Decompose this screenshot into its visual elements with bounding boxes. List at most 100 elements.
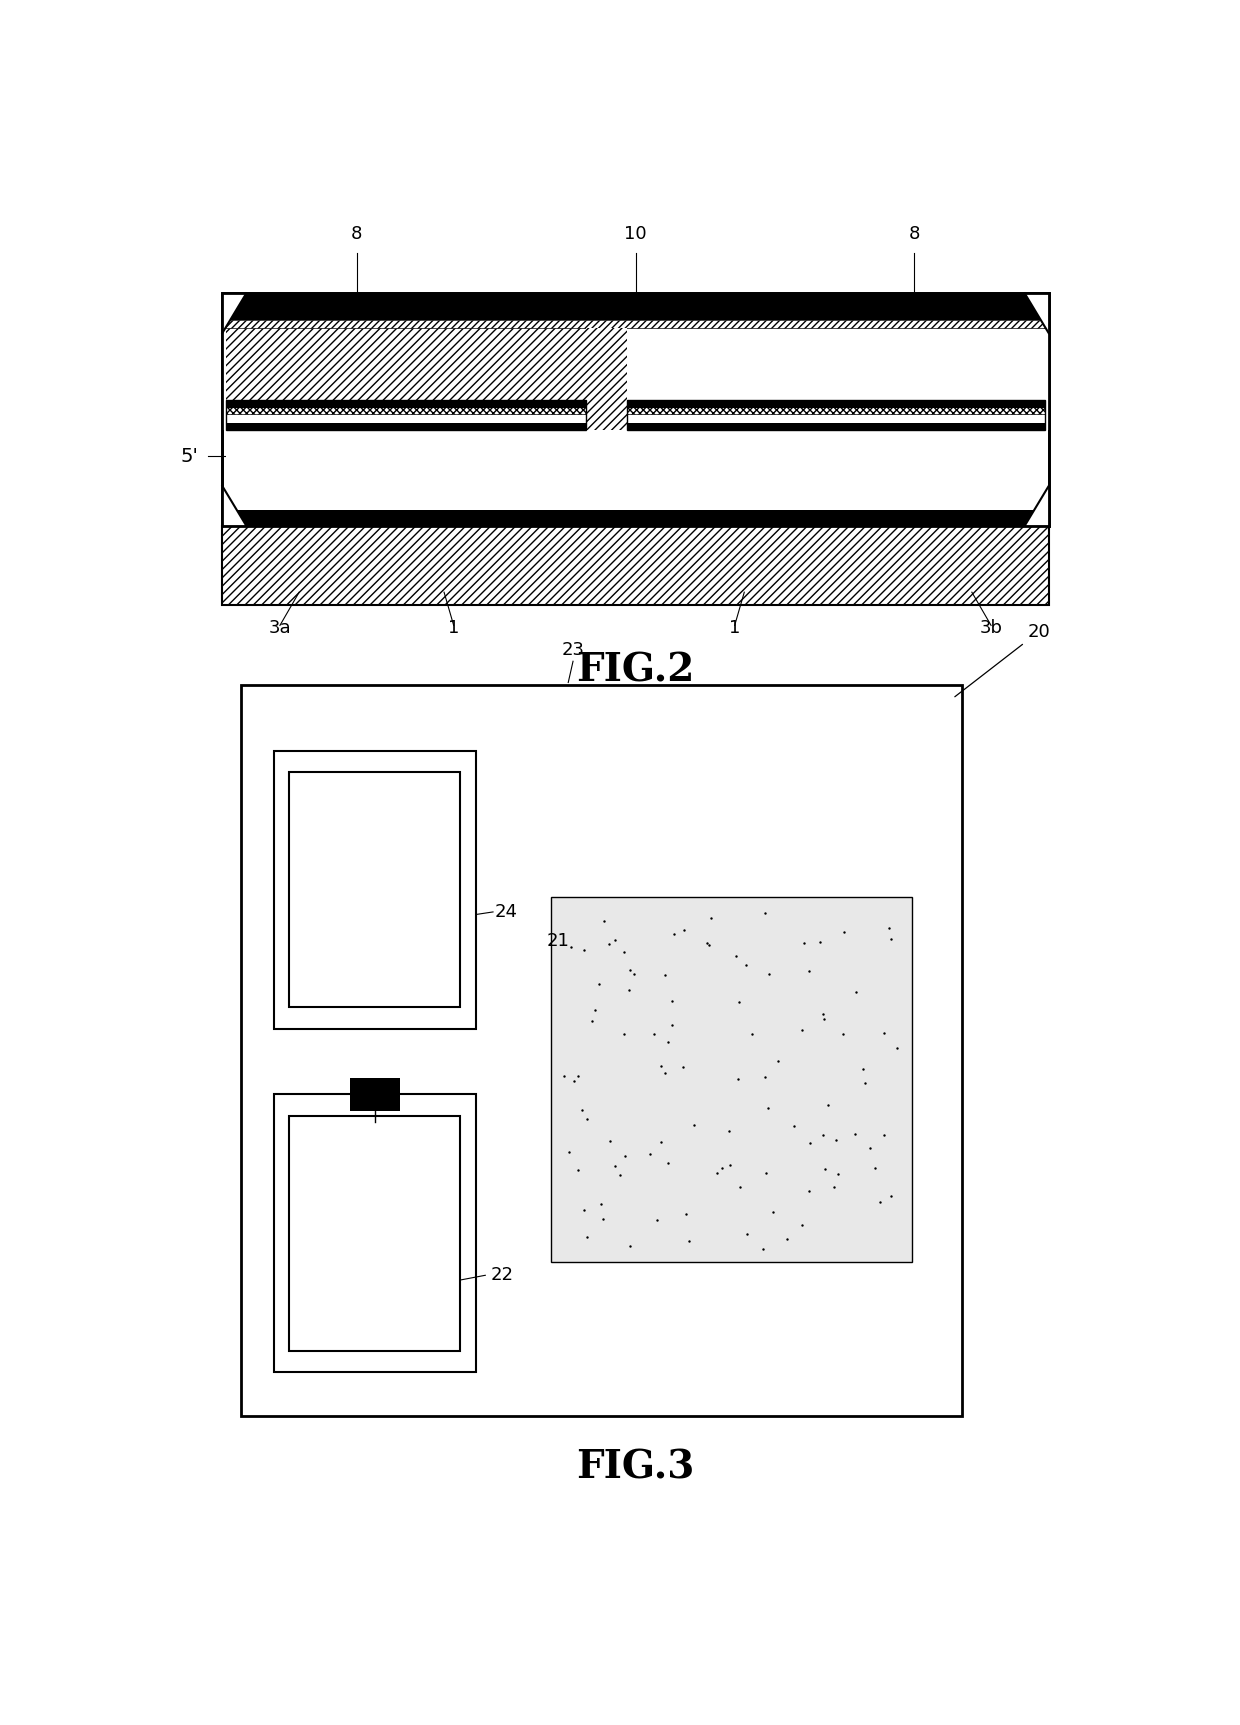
Point <box>640 1140 660 1168</box>
Bar <box>222 319 1049 328</box>
Point <box>818 1090 838 1118</box>
Bar <box>627 400 1044 431</box>
Bar <box>227 414 587 423</box>
Text: 23: 23 <box>562 640 584 659</box>
Text: 3b: 3b <box>980 619 1003 637</box>
Point <box>600 930 620 957</box>
Point <box>624 961 644 988</box>
Point <box>619 976 639 1004</box>
Point <box>826 1126 846 1154</box>
Point <box>620 957 640 985</box>
Point <box>738 1220 758 1247</box>
Bar <box>627 400 1044 414</box>
Point <box>620 1232 640 1259</box>
Bar <box>627 400 1044 409</box>
Point <box>673 916 693 944</box>
Point <box>647 1206 667 1233</box>
Point <box>828 1159 848 1187</box>
Point <box>707 1159 727 1187</box>
Bar <box>627 423 1044 431</box>
Point <box>658 1028 678 1056</box>
Point <box>755 1063 775 1090</box>
Point <box>559 1138 579 1166</box>
Point <box>776 1225 796 1252</box>
Point <box>645 1021 665 1049</box>
Point <box>684 1111 704 1138</box>
Point <box>844 1121 864 1149</box>
Point <box>792 1211 812 1239</box>
Text: 20: 20 <box>1028 623 1050 642</box>
Point <box>662 987 682 1014</box>
Point <box>810 928 830 956</box>
Text: 8: 8 <box>909 224 920 243</box>
Point <box>753 1235 773 1263</box>
Point <box>825 1173 844 1201</box>
Bar <box>552 897 911 1263</box>
Bar <box>350 1078 401 1111</box>
Bar <box>587 328 627 431</box>
Point <box>697 930 717 957</box>
Point <box>662 1011 682 1038</box>
Point <box>564 1066 584 1094</box>
Point <box>729 988 749 1016</box>
Text: FIG.3: FIG.3 <box>577 1449 694 1487</box>
Point <box>769 1047 789 1075</box>
Point <box>861 1135 880 1163</box>
Point <box>614 1019 634 1047</box>
Point <box>800 1130 820 1157</box>
Point <box>656 1059 676 1087</box>
Bar <box>289 773 460 1007</box>
Point <box>794 930 813 957</box>
Bar <box>274 750 476 1028</box>
Point <box>792 1016 812 1044</box>
Polygon shape <box>1024 486 1049 526</box>
Bar <box>227 400 587 431</box>
Point <box>574 1197 594 1225</box>
Point <box>578 1223 598 1251</box>
Bar <box>222 293 1049 526</box>
Bar <box>587 400 627 511</box>
Point <box>730 1173 750 1201</box>
Point <box>656 961 676 988</box>
Point <box>568 1063 588 1090</box>
Point <box>657 1149 677 1176</box>
Point <box>720 1151 740 1178</box>
Point <box>591 1190 611 1218</box>
Point <box>712 1154 732 1182</box>
Bar <box>222 328 1049 431</box>
Point <box>727 942 746 969</box>
Point <box>874 1121 894 1149</box>
Bar <box>222 526 1049 605</box>
Point <box>651 1052 671 1080</box>
Point <box>835 918 854 945</box>
Point <box>874 1019 894 1047</box>
Bar <box>242 685 962 1416</box>
Point <box>800 1178 820 1206</box>
Point <box>760 961 780 988</box>
Point <box>676 1201 696 1228</box>
Point <box>813 1000 833 1028</box>
Polygon shape <box>222 486 247 526</box>
Point <box>680 1226 699 1254</box>
Bar <box>227 400 587 409</box>
Bar <box>227 431 587 511</box>
Point <box>880 1182 900 1209</box>
Text: 21: 21 <box>547 932 569 950</box>
Point <box>589 969 609 997</box>
Point <box>665 919 684 947</box>
Text: 22: 22 <box>490 1266 513 1283</box>
Point <box>833 1019 853 1047</box>
Bar <box>222 511 1049 526</box>
Point <box>568 1156 588 1183</box>
Point <box>737 950 756 978</box>
Point <box>728 1064 748 1092</box>
Polygon shape <box>1024 293 1049 333</box>
Text: 8: 8 <box>351 224 362 243</box>
Bar <box>222 293 1049 526</box>
Polygon shape <box>222 293 247 333</box>
Point <box>615 1142 635 1170</box>
Point <box>702 904 722 932</box>
Point <box>743 1019 763 1047</box>
Point <box>813 1006 833 1033</box>
Point <box>651 1128 671 1156</box>
